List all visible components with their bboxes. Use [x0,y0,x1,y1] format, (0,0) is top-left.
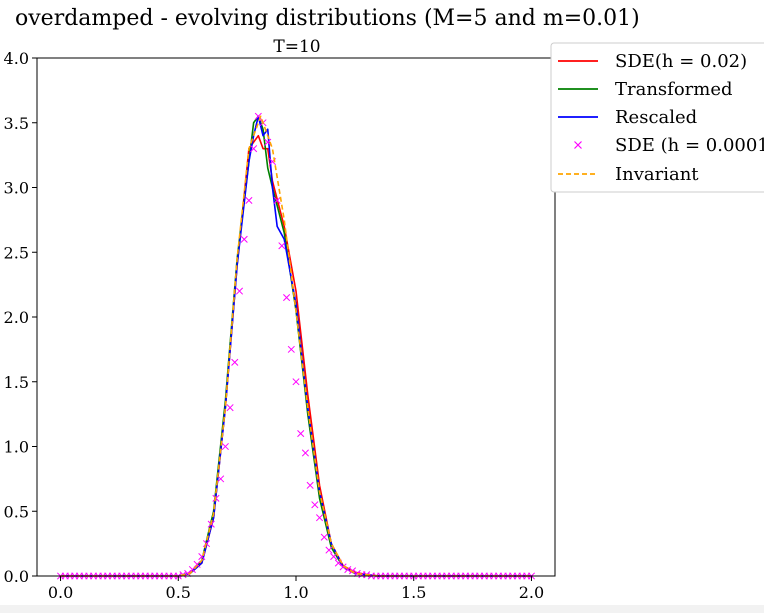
y-tick-label: 0.0 [4,567,29,586]
data-point-marker [301,449,309,457]
data-point-marker [226,404,234,412]
data-point-marker [273,196,281,205]
bottom-strip [0,605,764,613]
data-point-marker [221,442,229,451]
x-tick-label: 2.0 [519,583,544,602]
figure-suptitle: overdamped - evolving distributions (M=5… [15,6,640,31]
data-point-marker [278,242,286,250]
y-tick-label: 3.5 [4,114,29,133]
axes-title: T=10 [273,37,320,57]
data-point-marker [245,196,253,205]
x-tick-label: 1.0 [283,583,308,602]
y-tick-label: 1.5 [4,373,29,392]
data-point-marker [330,553,338,561]
data-point-marker [297,429,305,438]
y-tick-label: 4.0 [4,49,29,68]
legend-label-rescaled: Rescaled [615,107,697,128]
legend-label-sde-h-0-02: SDE(h = 0.02) [615,51,747,72]
y-axis: 0.0 0.5 1.0 1.5 2.0 2.5 3.0 3.5 4.0 [4,49,37,586]
data-point-marker [231,358,239,366]
x-tick-label: 0.0 [48,583,73,602]
data-point-marker [311,501,319,509]
legend: SDE(h = 0.02) Transformed Rescaled SDE (h =… [550,42,764,193]
y-tick-label: 2.0 [4,308,29,327]
y-tick-label: 2.5 [4,243,29,262]
legend-label-invariant: Invariant [615,164,699,185]
plot-area [56,112,536,580]
data-point-marker [339,563,347,571]
data-point-marker [283,294,291,302]
data-point-marker [240,235,248,243]
data-point-marker [250,145,258,153]
series-line-invariant [60,115,532,577]
y-tick-label: 3.0 [4,179,29,198]
data-point-marker [320,533,328,541]
y-tick-label: 1.0 [4,438,29,457]
x-axis: 0.0 0.5 1.0 1.5 2.0 [48,576,544,602]
data-point-marker [292,378,300,386]
data-point-marker [264,138,272,146]
legend-box [550,42,764,193]
data-point-marker [235,287,244,295]
data-point-marker [325,546,333,554]
x-tick-label: 1.5 [401,583,426,602]
data-point-marker [287,345,295,353]
legend-label-sde-h-0-0001: SDE (h = 0.0001) [615,135,764,156]
data-point-marker [315,514,324,522]
data-point-marker [217,475,225,483]
y-tick-label: 0.5 [4,502,29,521]
data-point-marker [306,481,314,489]
x-tick-label: 0.5 [166,583,191,602]
data-point-marker [348,567,357,575]
legend-swatch-sde-h-0-0001 [574,141,582,149]
legend-label-transformed: Transformed [615,79,733,100]
